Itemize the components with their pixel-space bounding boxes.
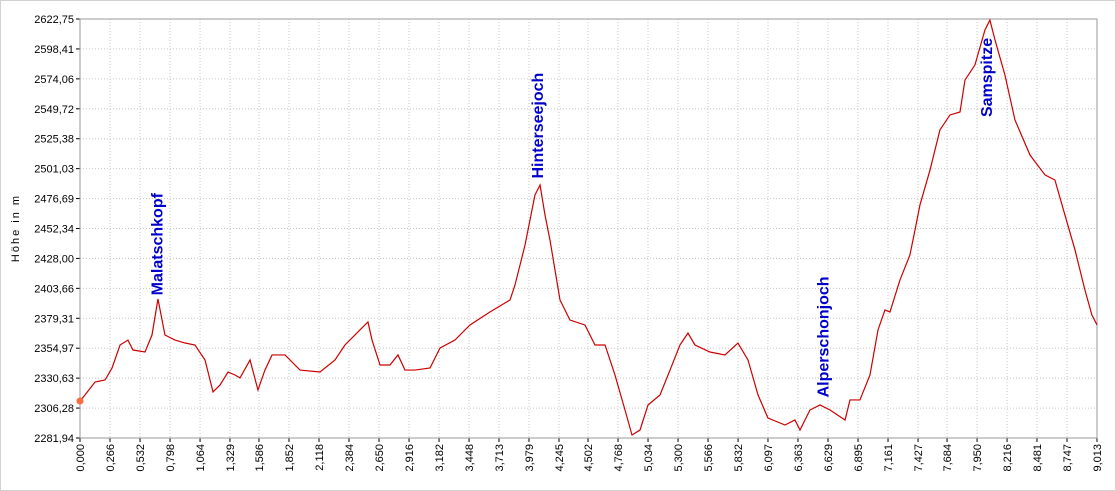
x-tick-label: 1,586	[254, 444, 266, 472]
x-tick-label: 5,034	[643, 444, 655, 472]
x-tick-label: 5,566	[703, 444, 715, 472]
x-tick-label: 3,182	[434, 444, 446, 472]
x-tick-label: 2,916	[404, 444, 416, 472]
x-tick-label: 6,629	[823, 444, 835, 472]
x-tick-label: 6,895	[853, 444, 865, 472]
y-tick-label: 2379,31	[34, 313, 74, 325]
x-tick-label: 0,000	[75, 444, 87, 472]
x-tick-label: 7,161	[883, 444, 895, 472]
x-tick-label: 3,713	[494, 444, 506, 472]
x-tick-label: 6,363	[793, 444, 805, 472]
y-tick-label: 2306,28	[34, 403, 74, 415]
plot-border	[79, 18, 1098, 439]
y-tick-label: 2501,03	[34, 164, 74, 176]
x-tick-label: 0,532	[135, 444, 147, 472]
x-tick-label: 1,852	[284, 444, 296, 472]
annotation: Samspitze	[979, 38, 996, 117]
y-tick-label: 2452,34	[34, 224, 74, 236]
x-tick-label: 7,684	[942, 444, 954, 472]
x-tick-label: 7,427	[913, 444, 925, 472]
x-tick-label: 5,300	[673, 444, 685, 472]
y-tick-label: 2476,69	[34, 194, 74, 206]
y-tick-label: 2574,06	[34, 74, 74, 86]
y-tick-label: 2622,75	[34, 14, 74, 26]
x-tick-label: 6,097	[763, 444, 775, 472]
y-tick-label: 2549,72	[34, 104, 74, 116]
y-tick-label: 2598,41	[34, 44, 74, 56]
y-tick-label: 2330,63	[34, 373, 74, 385]
x-tick-label: 8,216	[1002, 444, 1014, 472]
x-tick-label: 4,768	[613, 444, 625, 472]
x-tick-label: 4,502	[583, 444, 595, 472]
x-tick-label: 0,798	[165, 444, 177, 472]
y-tick-label: 2428,00	[34, 253, 74, 265]
x-tick-label: 4,245	[554, 444, 566, 472]
x-tick-label: 2,384	[344, 444, 356, 472]
annotation: Alperschonjoch	[815, 276, 832, 397]
x-tick-label: 0,266	[105, 444, 117, 472]
x-tick-label: 2,650	[374, 444, 386, 472]
x-tick-label: 9,013	[1092, 444, 1104, 472]
x-tick-label: 8,747	[1062, 444, 1074, 472]
start-marker	[76, 397, 84, 405]
x-tick-label: 5,832	[733, 444, 745, 472]
x-tick-label: 3,979	[524, 444, 536, 472]
y-tick-label: 2403,66	[34, 283, 74, 295]
x-tick-label: 1,329	[225, 444, 237, 472]
y-tick-label: 2354,97	[34, 343, 74, 355]
y-axis-title: Höhe in m	[10, 194, 22, 262]
x-tick-label: 8,481	[1032, 444, 1044, 472]
x-tick-label: 2,118	[314, 444, 326, 471]
annotation: Hinterseejoch	[530, 73, 547, 179]
y-tick-label: 2525,38	[34, 134, 74, 146]
x-tick-label: 7,950	[972, 444, 984, 472]
y-tick-label: 2281,94	[34, 433, 74, 445]
x-tick-label: 1,064	[195, 444, 207, 472]
annotation: Malatschkopf	[150, 192, 167, 295]
x-tick-label: 3,448	[464, 444, 476, 472]
elevation-line	[79, 18, 1098, 436]
